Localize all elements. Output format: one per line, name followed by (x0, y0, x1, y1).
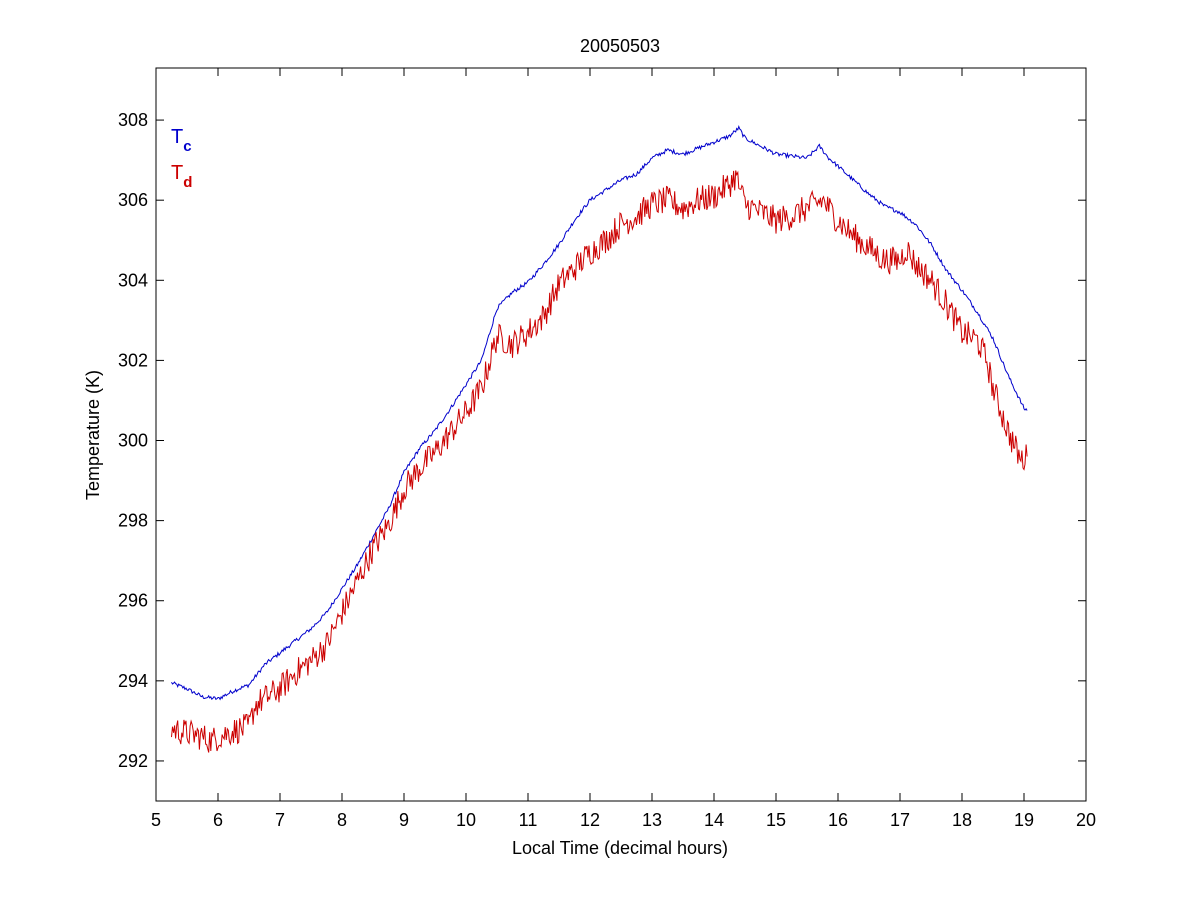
x-tick-label: 9 (399, 810, 409, 830)
x-tick-label: 10 (456, 810, 476, 830)
y-tick-label: 294 (118, 671, 148, 691)
y-tick-label: 300 (118, 431, 148, 451)
x-tick-label: 6 (213, 810, 223, 830)
y-axis-label: Temperature (K) (83, 370, 103, 500)
x-tick-label: 12 (580, 810, 600, 830)
x-axis-label: Local Time (decimal hours) (512, 838, 728, 858)
x-tick-label: 15 (766, 810, 786, 830)
x-tick-label: 13 (642, 810, 662, 830)
series-layer (171, 124, 1028, 753)
x-tick-label: 5 (151, 810, 161, 830)
x-tick-label: 14 (704, 810, 724, 830)
y-tick-label: 304 (118, 270, 148, 290)
x-tick-label: 8 (337, 810, 347, 830)
y-tick-label: 308 (118, 110, 148, 130)
x-tick-label: 17 (890, 810, 910, 830)
x-tick-label: 19 (1014, 810, 1034, 830)
chart-title: 20050503 (580, 36, 660, 56)
y-tick-label: 296 (118, 591, 148, 611)
x-tick-label: 16 (828, 810, 848, 830)
x-tick-label: 7 (275, 810, 285, 830)
series-line-td (171, 170, 1028, 753)
y-tick-label: 302 (118, 350, 148, 370)
plot-area (155, 67, 1087, 802)
x-tick-label: 20 (1076, 810, 1096, 830)
series-line-tc (171, 124, 1028, 701)
legend: Tc Td (171, 126, 192, 191)
legend-entry-tc: Tc (171, 126, 192, 155)
axis-layer: 5 6 7 8 9 10 11 12 13 14 15 16 17 18 19 20 292 294 296 298 3… (118, 68, 1096, 830)
x-tick-label: 18 (952, 810, 972, 830)
legend-entry-td: Td (171, 162, 192, 191)
y-tick-label: 292 (118, 751, 148, 771)
y-tick-label: 298 (118, 511, 148, 531)
y-tick-label: 306 (118, 190, 148, 210)
x-tick-label: 11 (519, 810, 538, 830)
